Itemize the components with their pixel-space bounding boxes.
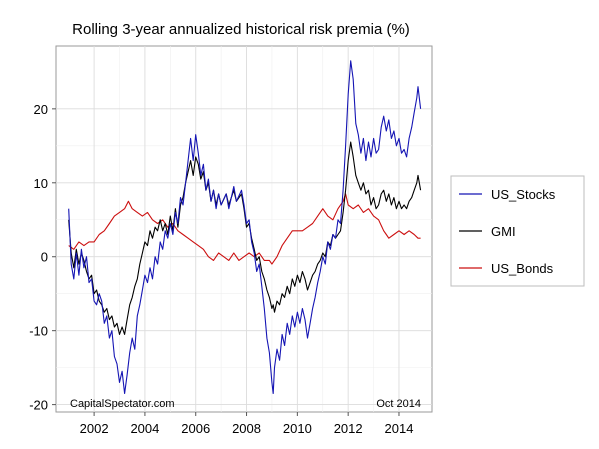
- series-line-us-bonds: [68, 193, 421, 265]
- x-tick-label: 2006: [181, 421, 210, 436]
- x-tick-label: 2004: [130, 421, 159, 436]
- y-tick-label: -20: [29, 398, 48, 413]
- source-annotation: CapitalSpectator.com: [70, 398, 175, 410]
- legend: US_Stocks GMI US_Bonds: [450, 175, 585, 287]
- y-tick-label: 0: [41, 250, 48, 265]
- legend-label-us-stocks: US_Stocks: [491, 187, 556, 202]
- grid-lines: [56, 46, 432, 412]
- y-tick-label: 20: [34, 102, 48, 117]
- axes: 2002 2004 2006 2008 2010 2012 2014 -20 -10 0 10 20: [29, 102, 413, 436]
- y-tick-label: -10: [29, 324, 48, 339]
- legend-label-us-bonds: US_Bonds: [491, 261, 554, 276]
- series-lines: [68, 60, 422, 395]
- legend-label-gmi: GMI: [491, 224, 516, 239]
- x-tick-label: 2008: [232, 421, 261, 436]
- legend-items: US_Stocks GMI US_Bonds: [459, 187, 556, 276]
- y-tick-label: 10: [34, 176, 48, 191]
- series-line-us-stocks: [68, 60, 422, 395]
- chart-title: Rolling 3-year annualized historical ris…: [72, 21, 410, 38]
- x-tick-label: 2014: [385, 421, 414, 436]
- plot-panel: [55, 45, 433, 413]
- date-annotation: Oct 2014: [376, 398, 421, 410]
- x-tick-label: 2002: [80, 421, 109, 436]
- x-tick-label: 2012: [334, 421, 363, 436]
- x-tick-label: 2010: [283, 421, 312, 436]
